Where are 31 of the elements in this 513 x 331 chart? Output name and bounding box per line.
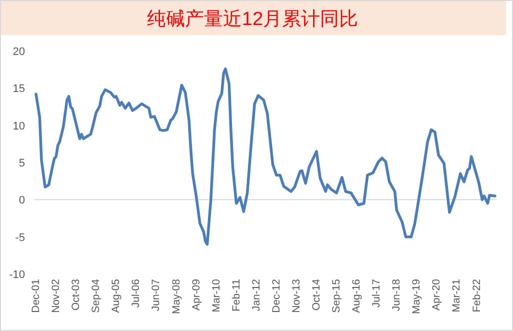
x-tick-label: Apr-20: [430, 278, 443, 311]
x-tick-label: Nov-13: [290, 278, 302, 313]
x-tick-label: Jan-12: [250, 278, 262, 312]
x-tick-label: Oct-14: [310, 278, 322, 311]
y-tick-label: -10: [9, 269, 25, 281]
x-tick-label: Jun-07: [150, 278, 162, 312]
x-tick-label: Apr-09: [190, 278, 202, 311]
x-tick-label: Aug-05: [110, 278, 122, 313]
x-tick-label: Jul-17: [370, 278, 383, 308]
y-tick-label: 15: [12, 83, 25, 96]
y-tick-label: -5: [15, 232, 25, 244]
x-tick-label: Oct-03: [70, 278, 82, 311]
y-tick-label: 5: [18, 158, 25, 170]
x-tick-label: Jul-06: [130, 278, 142, 308]
y-tick-label: 10: [12, 120, 25, 132]
x-tick-label: Feb-22: [470, 278, 483, 312]
x-tick-label: Mar-10: [210, 278, 222, 312]
title: 纯碱产量近12月累计同比: [146, 9, 358, 30]
x-tick-label: Aug-16: [350, 278, 363, 313]
x-tick-label: Sep-15: [330, 278, 343, 313]
x-tick-label: Feb-11: [230, 278, 242, 312]
x-tick-label: May-08: [170, 278, 182, 314]
x-tick-label: May-19: [410, 278, 423, 314]
x-tick-label: Dec-01: [30, 278, 42, 313]
x-tick-label: Nov-02: [50, 278, 62, 313]
x-tick-label: Mar-21: [450, 278, 463, 312]
x-tick-label: Dec-12: [270, 278, 282, 313]
y-tick-label: 20: [12, 46, 25, 58]
x-tick-label: Jun-18: [390, 278, 403, 312]
y-tick-label: 0: [18, 194, 25, 207]
x-tick-label: Sep-04: [90, 278, 102, 313]
